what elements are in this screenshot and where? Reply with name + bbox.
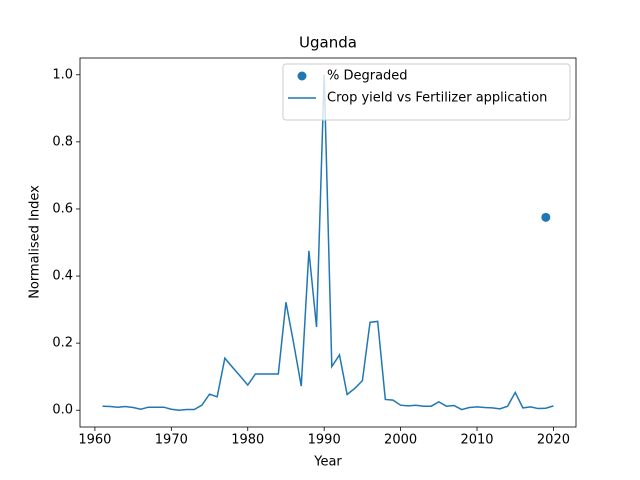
y-tick-label: 0.2 (52, 336, 73, 351)
y-tick-label: 0.0 (52, 403, 73, 418)
scatter-point (541, 212, 551, 222)
legend-label: Crop yield vs Fertilizer application (327, 91, 547, 106)
x-tick-label: 1990 (308, 433, 341, 448)
y-tick-label: 1.0 (52, 67, 73, 82)
y-axis-label: Normalised Index (28, 185, 43, 299)
legend-label: % Degraded (327, 69, 408, 84)
x-tick-label: 2000 (384, 433, 417, 448)
line-series (102, 74, 554, 411)
y-tick-label: 0.4 (52, 269, 73, 284)
x-tick-label: 1980 (231, 433, 264, 448)
legend-marker (297, 71, 307, 81)
legend-box (282, 63, 571, 121)
x-tick-label: 2020 (537, 433, 570, 448)
x-tick-label: 1970 (155, 433, 188, 448)
x-axis-label: Year (313, 455, 342, 470)
x-tick-label: 1960 (78, 433, 111, 448)
x-tick-label: 2010 (460, 433, 493, 448)
plot-frame (79, 57, 577, 428)
y-tick-label: 0.6 (52, 201, 73, 216)
chart-title: Uganda (299, 34, 357, 52)
y-tick-label: 0.8 (52, 134, 73, 149)
